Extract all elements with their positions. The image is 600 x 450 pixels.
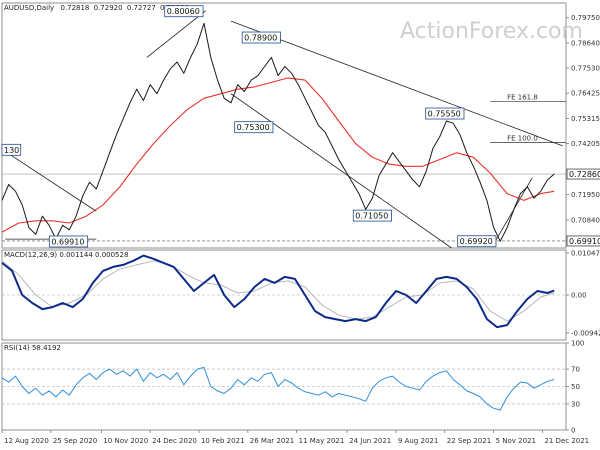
x-tick-label: 10 Feb 2021 [201,437,245,445]
x-axis-ticks: 12 Aug 2020 25 Sep 2020 10 Nov 2020 24 Dec … [1,430,589,445]
price-y-tick-label: 0.70840 [571,216,600,224]
x-tick-label: 24 Dec 2020 [152,437,197,445]
x-tick-label: 9 Aug 2021 [398,437,438,445]
fib-level-label: FE 161.8 [507,94,538,102]
trendline [230,20,563,147]
high-value: 0.72920 [94,4,123,12]
fib-level-label: FE 100.0 [507,135,538,143]
price-line [1,22,555,242]
price-annotation-label-box [1,143,22,156]
price-annotation-label-box [241,31,281,44]
price-annotation-label-box [234,121,274,134]
price-annotation-label-box [425,107,465,120]
rsi-header: RSI(14) 58.4192 [4,344,61,352]
x-tick-label: 10 Nov 2020 [103,437,148,445]
trendline [1,148,97,212]
price-annotation-label: 130 [4,146,19,155]
series-lines [1,22,555,411]
rsi-y-tick-label: 100 [571,340,584,348]
low-value: 0.72727 [127,4,156,12]
price-header: AUDUSD,Daily 0.72818 0.72920 0.72727 0.7… [4,4,189,12]
price-annotation-label: 0.75300 [237,123,270,132]
trendline [230,93,452,249]
x-tick-label: 21 Dec 2021 [544,437,589,445]
x-tick-label: 11 May 2021 [299,437,345,445]
price-y-tick-label: 0.78640 [571,39,600,47]
trendline [146,10,206,58]
macd-header: MACD(12,26,9) 0.001144 0.000528 [4,251,128,259]
rsi-y-tick-label: 0 [571,427,575,435]
x-tick-label: 26 Mar 2021 [250,437,294,445]
price-y-tick-label: 0.75315 [571,115,600,123]
trendlines [1,10,563,249]
price-annotation-label: 0.71050 [355,212,388,221]
price-annotation-label: 0.78900 [244,34,277,43]
watermark: ActionForex.com [400,19,583,44]
rsi-line [1,366,555,411]
macd-y-tick-label: 0.010472 [571,249,600,257]
rsi-y-tick-label: 70 [571,366,580,374]
x-tick-label: 25 Sep 2020 [53,437,97,445]
macd-line [1,254,555,329]
price-annotation-label-box [457,235,497,248]
support-level-tag: 0.69910 [569,237,600,246]
current-price-tag-box [566,168,600,180]
rsi-y-tick-label: 30 [571,400,580,408]
price-y-tick-label: 0.79750 [571,14,600,22]
price-y-tick-label: 0.77530 [571,65,600,73]
x-tick-label: 24 Jun 2021 [349,437,391,445]
price-annotations: 0.80060 0.78900 0.75300 0.75550 0.71050 0.699… [1,5,600,248]
price-annotation-label-box [48,235,89,248]
x-tick-label: 12 Aug 2020 [4,437,49,445]
price-annotation-label-box [164,5,204,18]
symbol-label: AUDUSD,Daily [4,4,54,12]
moving-average-line [1,77,555,233]
macd-y-tick-label: -0.009426 [571,329,600,337]
price-panel-frame [1,2,567,249]
price-annotation-label-box [352,209,392,222]
rsi-y-tick-label: 50 [571,383,580,391]
price-annotation-label: 0.75550 [428,110,461,119]
price-annotation-label: 0.69920 [460,237,493,246]
price-y-tick-label: 0.76425 [571,90,600,98]
y-axis-ticks: 0.79750 0.78640 0.77530 0.76425 0.75315 0.742… [566,14,600,435]
price-y-tick-label: 0.74205 [571,140,600,148]
macd-y-tick-label: 0.00 [571,292,587,300]
price-y-tick-label: 0.71950 [571,191,600,199]
support-level-tag-box [566,235,600,247]
guide-lines: FE 161.8 FE 100.0 [2,94,566,405]
price-annotation-label: 0.69910 [51,237,84,246]
open-value: 0.72818 [60,4,89,12]
x-tick-label: 22 Sep 2021 [447,437,491,445]
price-annotation-label: 0.80060 [167,7,200,16]
x-tick-label: 5 Nov 2021 [496,437,536,445]
current-price-tag: 0.72860 [569,170,600,179]
